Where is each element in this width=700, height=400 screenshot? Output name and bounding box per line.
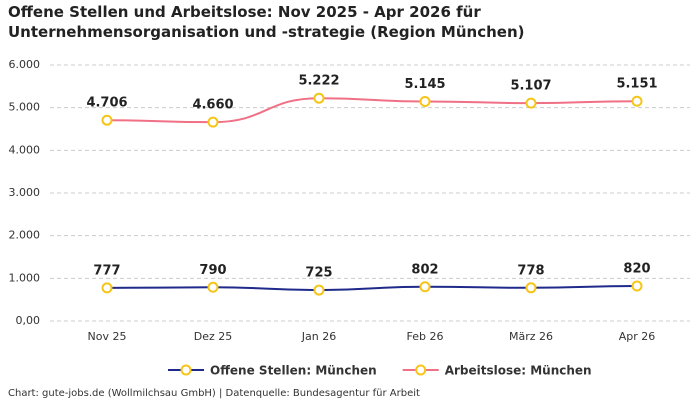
point [207, 116, 219, 128]
value-label: 4.660 [192, 98, 233, 113]
point [525, 282, 537, 294]
y-tick-label: 1.000 [9, 271, 41, 284]
x-tick-label: Nov 25 [88, 330, 127, 343]
y-tick-label: 6.000 [9, 58, 41, 71]
point [419, 95, 431, 107]
value-label: 820 [623, 262, 650, 277]
point [313, 284, 325, 296]
point [101, 282, 113, 294]
value-label: 778 [517, 263, 544, 278]
y-tick-label: 4.000 [9, 143, 41, 156]
y-tick-label: 5.000 [9, 101, 41, 114]
source: Chart: gute-jobs.de (Wollmilchsau GmbH) … [8, 388, 420, 399]
point [525, 97, 537, 109]
value-label: 4.706 [86, 96, 127, 111]
point [313, 92, 325, 104]
value-label: 5.222 [298, 74, 339, 89]
series-line [106, 97, 638, 124]
value-label: 5.145 [404, 77, 445, 92]
chart-title: Offene Stellen und Arbeitslose: Nov 2025… [8, 3, 525, 41]
x-tick-label: Apr 26 [619, 330, 656, 343]
series-line [106, 285, 638, 292]
value-label: 5.107 [510, 79, 551, 94]
point [419, 281, 431, 293]
legend-marker [180, 364, 192, 376]
x-tick-label: Feb 26 [407, 330, 444, 343]
point [631, 95, 643, 107]
x-tick-label: März 26 [509, 330, 553, 343]
value-label: 802 [411, 262, 438, 277]
legend-label: Arbeitslose: München [445, 364, 592, 378]
value-label: 5.151 [616, 77, 657, 92]
x-tick-label: Dez 25 [194, 330, 233, 343]
y-tick-label: 2.000 [9, 229, 41, 242]
point [207, 281, 219, 293]
value-label: 777 [93, 263, 120, 278]
legend-label: Offene Stellen: München [210, 364, 377, 378]
value-label: 725 [305, 266, 332, 281]
legend-marker [415, 364, 427, 376]
y-tick-label: 3.000 [9, 186, 41, 199]
y-tick-label: 0,00 [16, 314, 41, 327]
value-label: 790 [199, 263, 226, 278]
x-tick-label: Jan 26 [301, 330, 336, 343]
point [631, 280, 643, 292]
point [101, 114, 113, 126]
